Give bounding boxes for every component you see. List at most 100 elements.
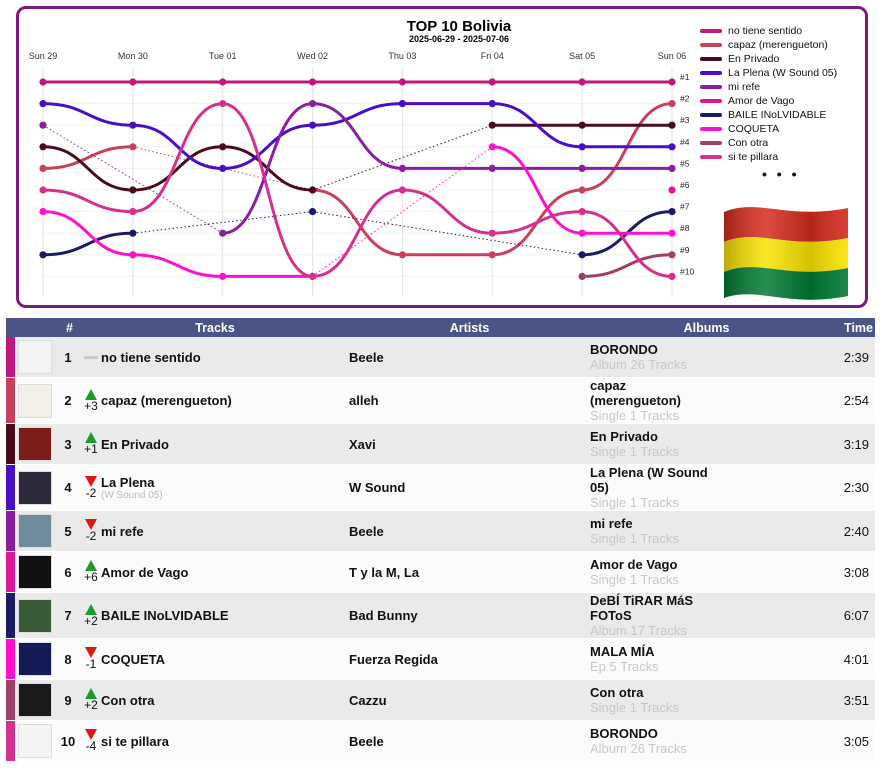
album-cell[interactable]: Amor de Vago Single 1 Tracks <box>590 551 823 593</box>
table-row[interactable]: 9 +2 Con otra Cazzu Con otra Single 1 Tracks 3… <box>6 679 875 721</box>
artist-cell[interactable]: Xavi <box>349 423 590 465</box>
table-row[interactable]: 8 -1 COQUETA Fuerza Regida MALA MÍA Ep 5 Trac… <box>6 638 875 680</box>
album-cover-image[interactable] <box>18 683 52 717</box>
track-title[interactable]: capaz (merengueton) <box>101 393 232 408</box>
legend-item[interactable]: COQUETA <box>700 122 860 136</box>
table-row[interactable]: 10 -4 si te pillara Beele BORONDO Album 26 Tr… <box>6 720 875 762</box>
rank-change: -1 <box>81 638 101 680</box>
album-cover-image[interactable] <box>18 340 52 374</box>
album-cell[interactable]: Con otra Single 1 Tracks <box>590 679 823 721</box>
artist-cell[interactable]: alleh <box>349 377 590 424</box>
track-cell[interactable]: La Plena (W Sound 05) <box>101 464 349 511</box>
album-title[interactable]: capaz (merengueton) <box>590 378 681 408</box>
track-cell[interactable]: si te pillara <box>101 720 349 762</box>
album-cover-image[interactable] <box>18 383 52 418</box>
album-title[interactable]: BORONDO <box>590 342 658 357</box>
legend-item[interactable]: no tiene sentido <box>700 24 860 38</box>
album-title[interactable]: MALA MÍA <box>590 644 655 659</box>
col-time-header[interactable]: Time <box>823 318 875 337</box>
artist-cell[interactable]: W Sound <box>349 464 590 511</box>
data-point <box>219 100 227 108</box>
legend-more-indicator[interactable]: • • • <box>762 166 800 182</box>
track-title[interactable]: COQUETA <box>101 651 166 667</box>
album-title[interactable]: DeBÍ TiRAR MáS FOToS <box>590 593 694 623</box>
album-cell[interactable]: mi refe Single 1 Tracks <box>590 510 823 552</box>
legend-item[interactable]: Con otra <box>700 136 860 150</box>
album-cell[interactable]: capaz (merengueton) Single 1 Tracks <box>590 377 823 424</box>
track-cell[interactable]: En Privado <box>101 423 349 465</box>
bolivia-flag-icon <box>724 207 848 300</box>
track-title[interactable]: si te pillara <box>101 733 169 749</box>
col-artists-header[interactable]: Artists <box>349 318 590 337</box>
col-tracks-header[interactable]: Tracks <box>81 318 349 337</box>
album-title[interactable]: La Plena (W Sound 05) <box>590 465 708 495</box>
track-title[interactable]: no tiene sentido <box>101 349 201 365</box>
track-cell[interactable]: capaz (merengueton) <box>101 377 349 424</box>
album-cover-image[interactable] <box>18 724 52 758</box>
album-cover-image[interactable] <box>18 555 52 589</box>
legend-item[interactable]: En Privado <box>700 52 860 66</box>
album-title[interactable]: BORONDO <box>590 726 658 741</box>
album-cover-image[interactable] <box>18 642 52 676</box>
track-title[interactable]: La Plena <box>101 474 155 490</box>
table-row[interactable]: 4 -2 La Plena (W Sound 05) W Sound La Plena (… <box>6 464 875 511</box>
legend-item[interactable]: capaz (merengueton) <box>700 38 860 52</box>
track-cell[interactable]: Amor de Vago <box>101 551 349 593</box>
legend-item[interactable]: si te pillara <box>700 150 860 164</box>
artist-cell[interactable]: Beele <box>349 510 590 552</box>
track-cell[interactable]: COQUETA <box>101 638 349 680</box>
album-cell[interactable]: La Plena (W Sound 05) Single 1 Tracks <box>590 464 823 511</box>
album-title[interactable]: Con otra <box>590 685 644 700</box>
legend-swatch <box>700 99 722 103</box>
album-cell[interactable]: En Privado Single 1 Tracks <box>590 423 823 465</box>
table-row[interactable]: 7 +2 BAILE INoLVIDABLE Bad Bunny DeBÍ TiRAR … <box>6 592 875 639</box>
table-row[interactable]: 2 +3 capaz (merengueton) alleh capaz (mereng… <box>6 377 875 424</box>
data-point <box>398 251 407 259</box>
table-row[interactable]: 6 +6 Amor de Vago T y la M, La Amor de Vago S… <box>6 551 875 593</box>
track-title[interactable]: BAILE INoLVIDABLE <box>101 608 229 623</box>
album-cell[interactable]: MALA MÍA Ep 5 Tracks <box>590 638 823 680</box>
artist-cell[interactable]: Bad Bunny <box>349 592 590 639</box>
artist-cell[interactable]: Beele <box>349 720 590 762</box>
table-row[interactable]: 5 -2 mi refe Beele mi refe Single 1 Tracks 2:4… <box>6 510 875 552</box>
data-point <box>219 143 227 151</box>
album-cell[interactable]: DeBÍ TiRAR MáS FOToS Album 17 Tracks <box>590 592 823 639</box>
track-cell[interactable]: mi refe <box>101 510 349 552</box>
album-title[interactable]: En Privado <box>590 429 658 444</box>
track-cell[interactable]: no tiene sentido <box>101 337 349 378</box>
album-cover-image[interactable] <box>18 427 52 461</box>
data-point <box>488 164 496 172</box>
data-point <box>668 208 676 216</box>
album-title[interactable]: Amor de Vago <box>590 557 678 572</box>
artist-cell[interactable]: Fuerza Regida <box>349 638 590 680</box>
track-title[interactable]: En Privado <box>101 436 169 452</box>
track-title[interactable]: Amor de Vago <box>101 564 189 580</box>
table-row[interactable]: 1 no tiene sentido Beele BORONDO Album 26 Tr… <box>6 337 875 378</box>
track-title[interactable]: mi refe <box>101 523 144 539</box>
legend-item[interactable]: Amor de Vago <box>700 94 860 108</box>
artist-cell[interactable]: T y la M, La <box>349 551 590 593</box>
album-title[interactable]: mi refe <box>590 516 633 531</box>
track-title[interactable]: Con otra <box>101 692 155 708</box>
series-line <box>311 102 404 170</box>
artist-cell[interactable]: Cazzu <box>349 679 590 721</box>
rank-label: #10 <box>680 266 694 276</box>
legend-item[interactable]: BAILE INoLVIDABLE <box>700 108 860 122</box>
track-cell[interactable]: Con otra <box>101 679 349 721</box>
cover-cell <box>15 377 55 424</box>
legend-label: Amor de Vago <box>728 95 795 107</box>
data-point <box>129 78 137 86</box>
rank-label: #7 <box>680 202 690 212</box>
album-cover-image[interactable] <box>18 470 52 505</box>
artist-cell[interactable]: Beele <box>349 337 590 378</box>
album-cover-image[interactable] <box>18 514 52 548</box>
col-albums-header[interactable]: Albums <box>590 318 823 337</box>
track-cell[interactable]: BAILE INoLVIDABLE <box>101 592 349 639</box>
album-cell[interactable]: BORONDO Album 26 Tracks <box>590 720 823 762</box>
legend-item[interactable]: mi refe <box>700 80 860 94</box>
legend-item[interactable]: La Plena (W Sound 05) <box>700 66 860 80</box>
album-cover-image[interactable] <box>18 598 52 633</box>
rank-change: +2 <box>81 679 101 721</box>
table-row[interactable]: 3 +1 En Privado Xavi En Privado Single 1 Trac… <box>6 423 875 465</box>
album-cell[interactable]: BORONDO Album 26 Tracks <box>590 337 823 378</box>
